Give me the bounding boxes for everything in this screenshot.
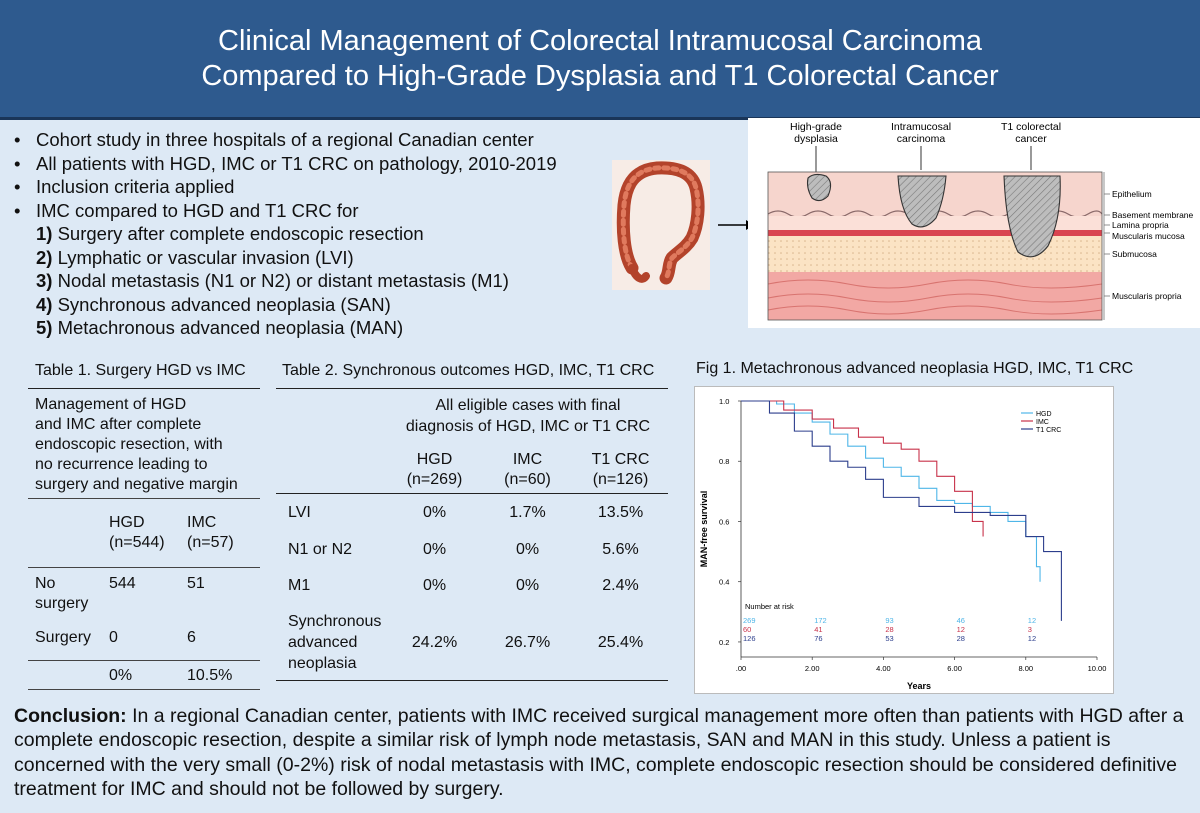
km-curve-imc <box>741 400 984 537</box>
km-chart: 1.0 0.8 0.6 0.4 0.2 .00 2.00 4.00 6.00 8.00 10.00 Y… <box>694 386 1114 694</box>
table-2-header-row: HGD (n=269) IMC (n=60) T1 CRC (n=126) <box>406 451 650 488</box>
table-1-header-row: HGD (n=544) IMC (n=57) <box>109 514 234 551</box>
risk-value: 60 <box>743 625 751 634</box>
colon-illustration <box>612 160 710 290</box>
bullet-item: • Cohort study in three hospitals of a re… <box>14 129 534 150</box>
table-row: LVI 0% 1.7% 13.5% <box>288 504 644 521</box>
svg-text:carcinoma: carcinoma <box>897 133 946 145</box>
risk-value: 41 <box>814 625 822 634</box>
bullet-item: • Inclusion criteria applied <box>14 176 235 197</box>
risk-value: 93 <box>885 616 893 625</box>
layer-label: Muscularis propria <box>1112 291 1182 301</box>
y-tick-label: 0.4 <box>719 578 729 587</box>
table-1-total-row: 0% 10.5% <box>109 667 233 684</box>
layer-label: Basement membrane <box>1112 210 1194 220</box>
risk-value: 46 <box>957 616 965 625</box>
table-row: N1 or N2 0% 0% 5.6% <box>288 541 639 558</box>
outcome-item: 5) Metachronous advanced neoplasia (MAN) <box>36 317 404 338</box>
risk-value: 12 <box>957 625 965 634</box>
table-row: M1 0% 0% 2.4% <box>288 577 639 594</box>
x-tick-label: 10.00 <box>1088 664 1107 673</box>
outcome-item: 1) Surgery after complete endoscopic res… <box>36 223 424 244</box>
x-tick-label: 4.00 <box>876 664 891 673</box>
table-2-synchronous: Table 2. Synchronous outcomes HGD, IMC, … <box>276 358 668 681</box>
table-row: Surgery 0 6 <box>35 629 196 646</box>
risk-value: 126 <box>743 634 756 643</box>
title-line-1: Clinical Management of Colorectal Intram… <box>218 24 982 57</box>
legend-label: T1 CRC <box>1036 427 1061 434</box>
y-tick-label: 1.0 <box>719 397 729 406</box>
risk-value: 53 <box>885 634 893 643</box>
risk-value: 28 <box>957 634 965 643</box>
conclusion: Conclusion: In a regional Canadian cente… <box>14 704 1194 802</box>
title-line-2: Compared to High-Grade Dysplasia and T1 … <box>201 59 999 92</box>
title-banner: Clinical Management of Colorectal Intram… <box>0 0 1200 120</box>
tumor-depth-diagram: High-grade dysplasia Intramucosal carcin… <box>748 118 1200 328</box>
risk-value: 76 <box>814 634 822 643</box>
risk-table-title: Number at risk <box>745 602 794 611</box>
y-tick-label: 0.6 <box>719 517 729 526</box>
label-hgd: High-grade <box>790 121 842 133</box>
x-tick-label: .00 <box>736 664 746 673</box>
risk-value: 12 <box>1028 634 1036 643</box>
y-tick-label: 0.2 <box>719 638 729 647</box>
km-chart-svg: 1.0 0.8 0.6 0.4 0.2 .00 2.00 4.00 6.00 8.00 10.00 Y… <box>699 397 1107 691</box>
risk-value: 3 <box>1028 625 1032 634</box>
outcome-item: 2) Lymphatic or vascular invasion (LVI) <box>36 246 354 268</box>
table-row: Synchronous advanced neoplasia 24.2% 26.7%… <box>288 612 644 672</box>
table-row: No surgery 544 51 <box>35 575 205 612</box>
outcome-item: 3) Nodal metastasis (N1 or N2) or distan… <box>36 270 509 291</box>
y-tick-label: 0.8 <box>719 457 729 466</box>
table-2-caption: Table 2. Synchronous outcomes HGD, IMC, … <box>282 362 655 379</box>
layer-label: Epithelium <box>1112 189 1152 199</box>
x-tick-label: 6.00 <box>947 664 962 673</box>
conclusion-text: In a regional Canadian center, patients … <box>14 705 1184 801</box>
bullet-item: • IMC compared to HGD and T1 CRC for <box>14 199 359 221</box>
label-imc: Intramucosal <box>891 121 951 133</box>
risk-value: 28 <box>885 625 893 634</box>
layer-label: Submucosa <box>1112 249 1157 259</box>
x-axis-label: Years <box>907 681 931 691</box>
x-tick-label: 8.00 <box>1018 664 1033 673</box>
bullet-item: • All patients with HGD, IMC or T1 CRC on… <box>14 152 557 174</box>
label-t1: T1 colorectal <box>1001 121 1061 133</box>
x-tick-label: 2.00 <box>805 664 820 673</box>
risk-value: 12 <box>1028 616 1036 625</box>
table-1-surgery: Table 1. Surgery HGD vs IMC Management o… <box>28 358 260 690</box>
legend-label: IMC <box>1036 419 1049 426</box>
y-axis-label: MAN-free survival <box>699 491 709 568</box>
km-curve-t1-crc <box>741 400 1062 621</box>
legend-label: HGD <box>1036 411 1052 418</box>
svg-text:cancer: cancer <box>1015 133 1047 145</box>
figure-caption: Fig 1. Metachronous advanced neoplasia H… <box>696 360 1134 377</box>
study-bullets: • Cohort study in three hospitals of a re… <box>14 128 614 340</box>
risk-value: 269 <box>743 616 756 625</box>
table-1-caption: Table 1. Surgery HGD vs IMC <box>35 362 246 379</box>
table-2-span-header: All eligible cases with final diagnosis … <box>405 397 651 435</box>
km-curve-hgd <box>741 400 1041 582</box>
layer-label: Lamina propria <box>1112 220 1169 230</box>
table-1-management-header: Management of HGD and IMC after complete… <box>35 396 238 493</box>
layer-label: Muscularis mucosa <box>1112 231 1185 241</box>
conclusion-label: Conclusion: <box>14 705 127 727</box>
svg-text:dysplasia: dysplasia <box>794 133 838 145</box>
outcome-item: 4) Synchronous advanced neoplasia (SAN) <box>36 293 391 315</box>
risk-value: 172 <box>814 616 827 625</box>
